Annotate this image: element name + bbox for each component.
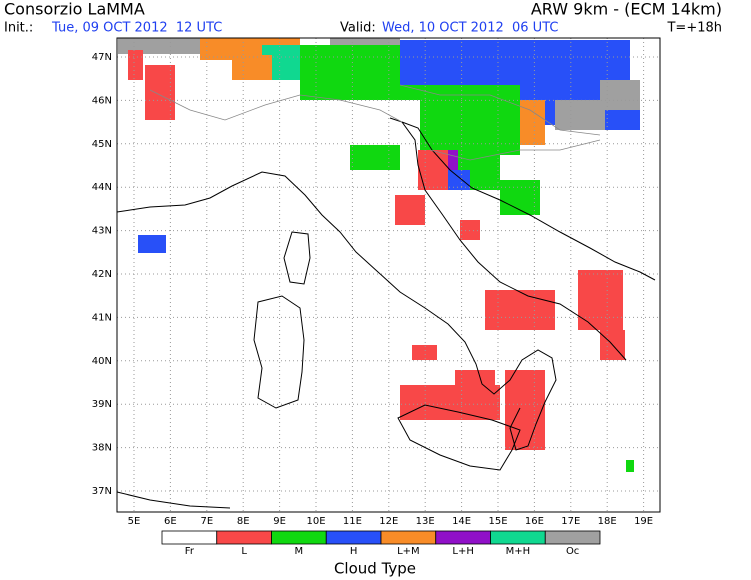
org-title: Consorzio LaMMA	[4, 0, 145, 19]
cloud-patch	[400, 385, 500, 420]
lead-time: T=+18h	[666, 21, 722, 36]
lon-label: 10E	[306, 516, 325, 527]
cloud-patch	[395, 195, 425, 225]
lon-label: 13E	[416, 516, 435, 527]
lon-label: 5E	[128, 516, 141, 527]
peninsula-coast	[116, 171, 557, 451]
cloud-patch	[420, 95, 520, 155]
lat-label: 38N	[92, 443, 112, 454]
cloud-patch	[145, 65, 175, 120]
lat-label: 41N	[92, 312, 112, 323]
lat-label: 46N	[92, 95, 112, 106]
lon-label: 7E	[200, 516, 213, 527]
legend-label: M+H	[506, 546, 531, 557]
lon-label: 14E	[452, 516, 471, 527]
map-frame	[116, 37, 661, 513]
init-time: Tue, 09 OCT 2012 12 UTC	[51, 21, 222, 36]
legend-swatch	[325, 530, 382, 545]
lon-label: 12E	[379, 516, 398, 527]
lat-label: 45N	[92, 139, 112, 150]
lon-label: 18E	[598, 516, 617, 527]
init-label: Init.:	[4, 21, 33, 36]
lat-label: 42N	[92, 269, 112, 280]
lon-label: 8E	[237, 516, 250, 527]
cloud-patch	[626, 460, 634, 472]
lat-label: 39N	[92, 399, 112, 410]
legend-label: H	[350, 546, 358, 557]
legend-swatch	[544, 530, 601, 545]
cloud-patch	[128, 50, 143, 80]
cloud-patch	[460, 220, 480, 240]
legend-swatch	[435, 530, 491, 545]
legend-label: Fr	[185, 546, 195, 557]
cloud-patch	[232, 55, 272, 80]
cloud-patch	[500, 180, 540, 215]
legend-swatch	[490, 530, 546, 545]
legend: Fr L M H L+M L+H M+H Oc	[161, 530, 601, 557]
lon-label: 15E	[488, 516, 507, 527]
legend-swatch	[380, 530, 437, 545]
cloud-patch	[372, 150, 397, 165]
model-title: ARW 9km - (ECM 14km)	[531, 0, 722, 19]
lat-label: 47N	[92, 52, 112, 63]
lon-label: 16E	[525, 516, 544, 527]
sardinia	[253, 295, 305, 409]
lon-label: 6E	[164, 516, 177, 527]
valid-time: Wed, 10 OCT 2012 06 UTC	[382, 21, 558, 36]
legend-swatch	[161, 530, 218, 545]
legend-label: L+M	[397, 546, 420, 557]
lat-label: 43N	[92, 226, 112, 237]
legend-title: Cloud Type	[334, 560, 416, 578]
lon-label: 9E	[273, 516, 286, 527]
legend-swatch	[271, 530, 327, 545]
cloud-patch	[578, 270, 623, 330]
lat-label: 40N	[92, 356, 112, 367]
cloud-patch	[600, 80, 640, 110]
cloud-field	[118, 38, 640, 472]
cloud-patch	[455, 370, 495, 390]
legend-label: M	[295, 546, 304, 557]
legend-label: Oc	[566, 546, 579, 557]
valid-label: Valid:	[340, 21, 376, 36]
borders	[149, 84, 601, 161]
grid	[117, 38, 660, 512]
cloud-patch	[418, 150, 448, 190]
coastlines	[116, 84, 656, 509]
africa-coast	[116, 491, 231, 509]
lon-label: 17E	[561, 516, 580, 527]
cloud-patch	[138, 235, 166, 253]
legend-swatch	[216, 530, 272, 545]
lat-label: 37N	[92, 486, 112, 497]
balkan-coast	[401, 121, 656, 281]
legend-label: L+H	[452, 546, 473, 557]
sicily	[397, 404, 521, 471]
lon-label: 11E	[343, 516, 362, 527]
adriatic-coast	[389, 117, 627, 361]
corsica	[283, 231, 311, 285]
cloud-patch	[412, 345, 437, 360]
cloud-patch	[555, 100, 605, 130]
lat-label: 44N	[92, 182, 112, 193]
lon-label: 19E	[634, 516, 653, 527]
cloud-patch	[505, 370, 545, 450]
legend-label: L	[241, 546, 247, 557]
cloud-patch	[485, 290, 555, 330]
